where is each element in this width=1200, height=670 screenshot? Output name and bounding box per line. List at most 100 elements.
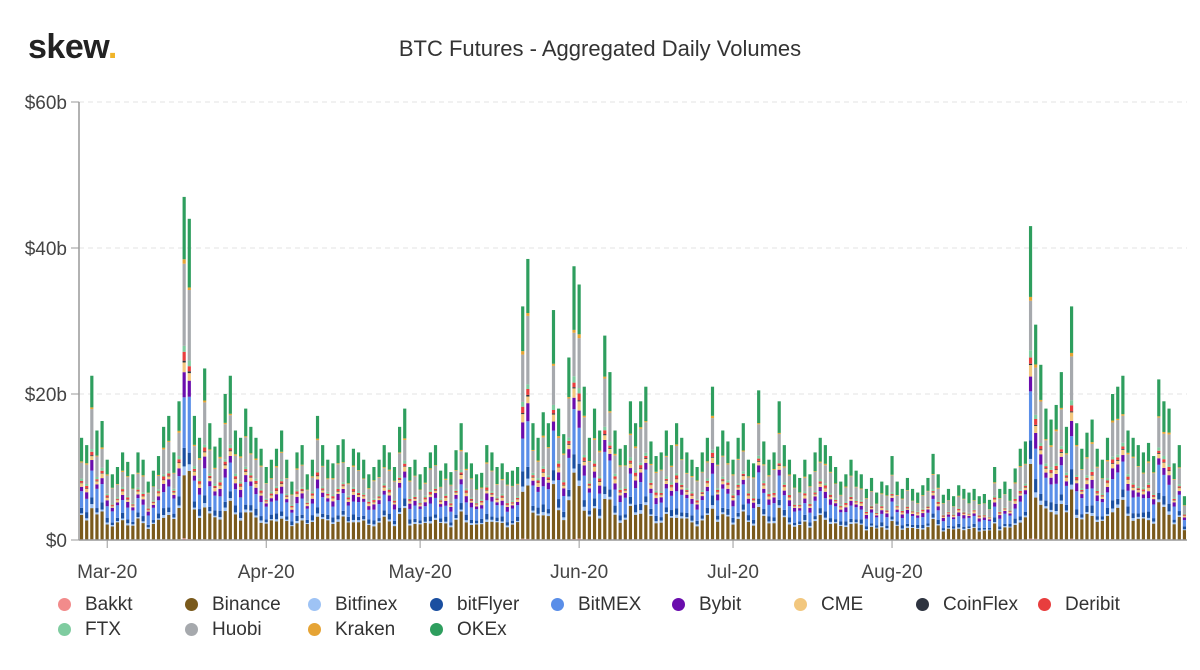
bar-segment-binance (803, 521, 807, 540)
bar-segment-cme (1121, 449, 1125, 456)
bar-segment-binance (295, 523, 299, 540)
legend-item-bitfinex[interactable]: Bitfinex (308, 594, 397, 616)
bar-segment-huobi (787, 475, 792, 494)
bar-segment-kraken (300, 464, 304, 466)
bar-segment-bitfinex (223, 507, 227, 512)
bar-segment-okex (500, 463, 504, 480)
bar-segment-bybit (690, 498, 694, 504)
bar-segment-binance (1044, 508, 1048, 540)
bar-segment-cme (592, 466, 597, 472)
bar-segment-ftx (515, 496, 520, 498)
bar-segment-cme (315, 476, 320, 480)
legend-item-kraken[interactable]: Kraken (308, 619, 395, 641)
bar-segment-huobi (121, 471, 125, 488)
legend-label: Bakkt (85, 594, 133, 615)
bar-segment-deribit (387, 489, 391, 492)
bar-segment-bitfinex (839, 524, 843, 526)
bar-segment-bitflyer (546, 509, 550, 514)
bar-segment-binance (1018, 522, 1022, 540)
bar-segment-cme (1167, 471, 1171, 476)
bar-segment-cme (557, 467, 561, 473)
bar-segment-huobi (433, 465, 438, 488)
bar-segment-coinflex (623, 490, 627, 491)
bar-segment-huobi (269, 479, 273, 492)
bar-segment-cme (1003, 509, 1007, 511)
bar-segment-bybit (1075, 483, 1079, 492)
bar-segment-bybit (305, 506, 309, 509)
bar-segment-deribit (587, 483, 591, 486)
bar-segment-binance (787, 524, 792, 540)
bar-stack (295, 452, 299, 540)
bar-segment-ftx (444, 494, 448, 496)
bar-segment-bitfinex (895, 524, 899, 526)
bar-stack (644, 386, 648, 540)
legend-item-coinflex[interactable]: CoinFlex (916, 594, 1018, 616)
bar-segment-deribit (757, 458, 761, 461)
bar-segment-bitmex (608, 460, 612, 490)
bar-segment-bitflyer (203, 495, 207, 504)
legend-item-bybit[interactable]: Bybit (672, 594, 741, 616)
bar-segment-kraken (290, 494, 294, 496)
bar-segment-bitmex (382, 494, 386, 511)
bar-segment-ftx (121, 487, 125, 490)
bar-stack (587, 437, 591, 540)
legend-item-okex[interactable]: OKEx (430, 619, 507, 641)
bar-segment-bitfinex (423, 521, 427, 523)
legend-item-huobi[interactable]: Huobi (185, 619, 262, 641)
bar-segment-okex (428, 452, 432, 469)
bar-segment-bitflyer (1162, 496, 1166, 505)
bar-stack (910, 488, 915, 540)
bar-segment-deribit (680, 484, 684, 487)
bar-segment-okex (582, 386, 586, 416)
bar-segment-bitfinex (1126, 513, 1130, 516)
bar-segment-binance (649, 515, 653, 540)
legend-item-bakkt[interactable]: Bakkt (58, 594, 133, 616)
bar-segment-bitmex (356, 502, 361, 517)
bar-segment-ftx (505, 502, 509, 504)
bar-segment-cme (418, 504, 422, 507)
legend-item-deribit[interactable]: Deribit (1038, 594, 1120, 616)
bar-segment-okex (1044, 408, 1048, 440)
bar-segment-deribit (398, 477, 402, 480)
bar-segment-bitflyer (567, 489, 571, 497)
bar-segment-okex (110, 474, 114, 488)
bar-segment-bitflyer (700, 515, 704, 519)
bar-segment-bitflyer (864, 526, 868, 530)
bar-segment-bybit (1146, 491, 1151, 499)
bar-segment-bybit (392, 504, 397, 510)
bar-segment-bitflyer (341, 510, 345, 515)
bar-segment-coinflex (398, 479, 402, 480)
legend-item-binance[interactable]: Binance (185, 594, 281, 616)
bar-segment-bitflyer (1069, 469, 1074, 485)
legend-item-ftx[interactable]: FTX (58, 619, 121, 641)
legend-item-bitmex[interactable]: BitMEX (551, 594, 641, 616)
bar-segment-bybit (474, 506, 479, 510)
bar-segment-bitflyer (869, 523, 874, 526)
legend-item-bitflyer[interactable]: bitFlyer (430, 594, 519, 616)
bar-segment-bitfinex (172, 517, 176, 519)
bar-segment-kraken (408, 480, 412, 482)
bar-segment-okex (454, 450, 458, 471)
bar-segment-ftx (526, 384, 530, 389)
bar-segment-okex (336, 445, 340, 464)
bar-segment-okex (254, 437, 258, 459)
bar-segment-bitflyer (1059, 494, 1063, 501)
bar-segment-binance (557, 510, 561, 540)
bar-segment-cme (95, 481, 99, 485)
bar-segment-binance (418, 524, 422, 540)
bar-segment-bybit (926, 509, 930, 513)
bar-segment-kraken (572, 329, 576, 333)
bar-segment-huobi (1028, 300, 1033, 351)
bar-segment-bitmex (428, 503, 432, 517)
bar-stack (536, 437, 540, 540)
bar-segment-bybit (592, 471, 597, 478)
bar-segment-bitflyer (515, 516, 520, 521)
legend-item-cme[interactable]: CME (794, 594, 863, 616)
bar-segment-bitmex (295, 503, 299, 516)
bar-segment-bitflyer (751, 519, 756, 524)
bar-segment-coinflex (639, 468, 643, 470)
bar-segment-bitfinex (875, 527, 879, 529)
bar-stack (1146, 442, 1151, 540)
bar-segment-coinflex (664, 480, 668, 481)
